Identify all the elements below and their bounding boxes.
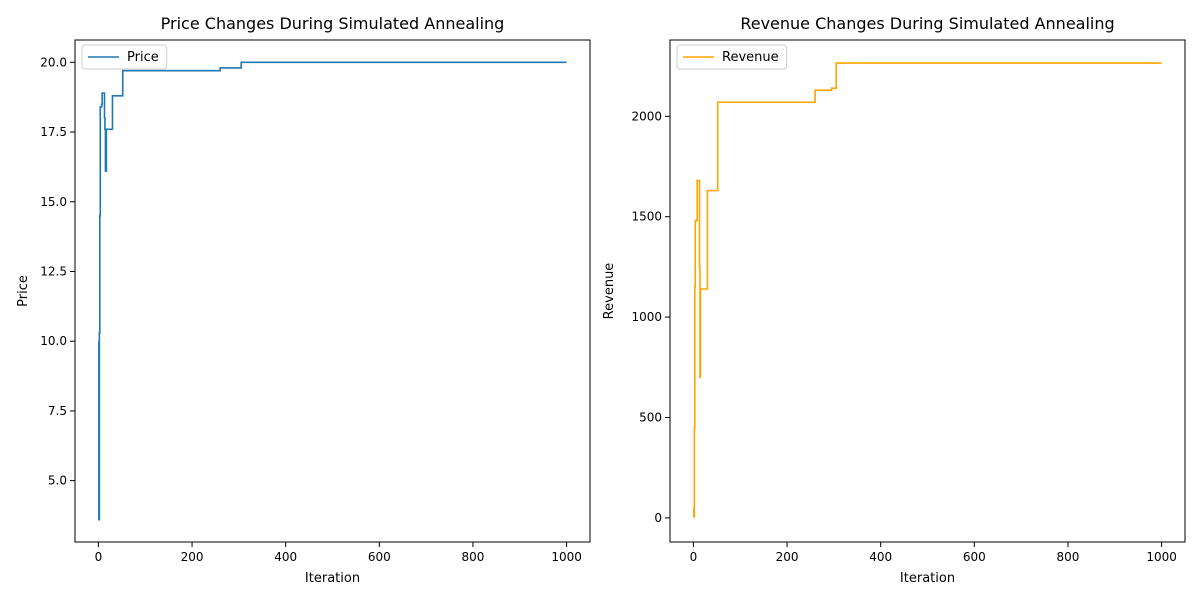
price-chart-legend: [81, 44, 168, 70]
price-chart-series-line: [98, 61, 567, 521]
revenue-chart-title: Revenue Changes During Simulated Anneali…: [740, 14, 1114, 33]
revenue-chart-x-tick-label: 200: [776, 550, 799, 564]
revenue-chart-x-tick-label: 800: [1057, 550, 1080, 564]
price-chart-y-tick-label: 15.0: [40, 195, 67, 209]
revenue-chart-x-axis-label: Iteration: [900, 571, 955, 586]
price-chart-y-tick-label: 17.5: [40, 125, 67, 139]
price-chart-x-tick-label: 200: [181, 550, 204, 564]
price-chart-y-tick-label: 5.0: [48, 474, 67, 488]
price-chart-legend-label: Price: [127, 50, 159, 65]
revenue-chart-y-tick-label: 2000: [631, 109, 662, 123]
revenue-chart: Revenue Changes During Simulated Anneali…: [602, 14, 1186, 586]
price-chart-y-tick-label: 7.5: [48, 404, 67, 418]
price-chart-x-tick-label: 600: [368, 550, 391, 564]
revenue-chart-y-tick-label: 1500: [631, 210, 662, 224]
price-chart-y-tick-label: 12.5: [40, 264, 67, 278]
revenue-chart-series-line: [693, 62, 1162, 518]
revenue-chart-legend: [676, 44, 788, 70]
price-chart-x-tick-label: 0: [95, 550, 103, 564]
revenue-chart-x-tick-label: 0: [690, 550, 698, 564]
revenue-chart-x-tick-label: 400: [869, 550, 892, 564]
revenue-chart-y-tick-label: 500: [639, 411, 662, 425]
price-chart-y-tick-label: 10.0: [40, 334, 67, 348]
price-chart-y-tick-label: 20.0: [40, 55, 67, 69]
price-chart-title: Price Changes During Simulated Annealing: [161, 14, 505, 33]
revenue-chart-y-axis-label: Revenue: [602, 263, 617, 320]
price-chart-x-tick-label: 1000: [551, 550, 582, 564]
price-chart-x-tick-label: 400: [274, 550, 297, 564]
revenue-chart-plot-frame: [669, 39, 1186, 543]
price-chart-x-axis-label: Iteration: [305, 571, 360, 586]
revenue-chart-y-tick-label: 1000: [631, 310, 662, 324]
price-chart-x-tick-label: 800: [462, 550, 485, 564]
revenue-chart-x-tick-label: 600: [963, 550, 986, 564]
price-chart: Price Changes During Simulated Annealing…: [16, 14, 591, 586]
price-chart-y-axis-label: Price: [16, 275, 31, 307]
revenue-chart-x-tick-label: 1000: [1146, 550, 1177, 564]
revenue-chart-legend-label: Revenue: [722, 50, 779, 65]
revenue-chart-y-tick-label: 0: [654, 511, 662, 525]
price-chart-plot-frame: [74, 39, 591, 543]
